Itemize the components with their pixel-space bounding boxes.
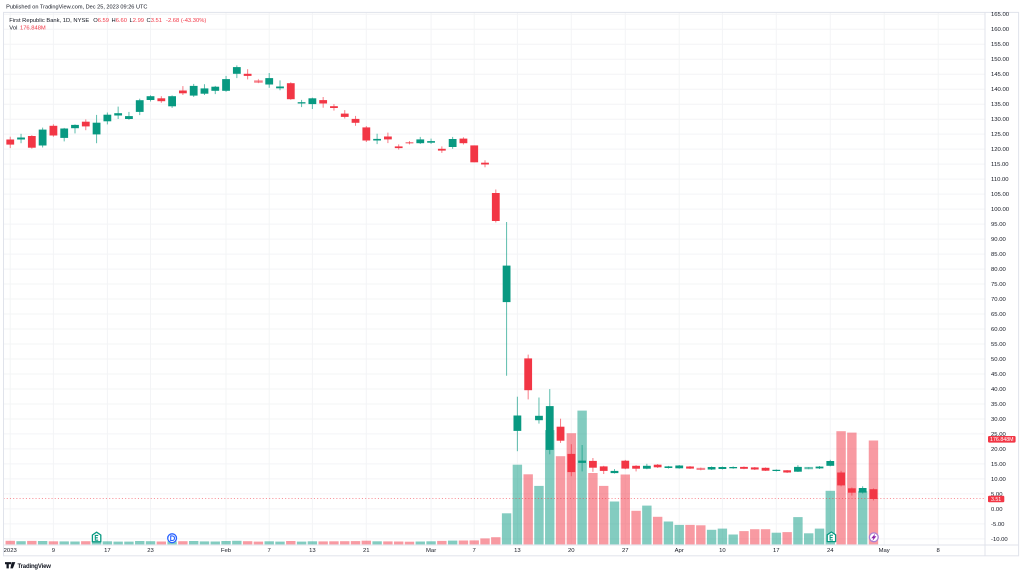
svg-text:Apr: Apr [675, 548, 684, 554]
svg-text:160.00: 160.00 [991, 27, 1010, 33]
svg-text:30.00: 30.00 [991, 417, 1006, 423]
svg-text:10.00: 10.00 [991, 477, 1006, 483]
svg-text:20.00: 20.00 [991, 447, 1006, 453]
svg-text:155.00: 155.00 [991, 42, 1010, 48]
svg-text:13: 13 [514, 548, 521, 554]
svg-text:120.00: 120.00 [991, 147, 1010, 153]
svg-text:25.00: 25.00 [991, 432, 1006, 438]
svg-text:75.00: 75.00 [991, 282, 1006, 288]
svg-text:60.00: 60.00 [991, 327, 1006, 333]
svg-text:15.00: 15.00 [991, 462, 1006, 468]
svg-text:165.00: 165.00 [991, 12, 1010, 18]
svg-text:70.00: 70.00 [991, 297, 1006, 303]
svg-text:50.00: 50.00 [991, 357, 1006, 363]
svg-text:105.00: 105.00 [991, 192, 1010, 198]
svg-text:May: May [879, 548, 890, 554]
svg-text:Mar: Mar [426, 548, 436, 554]
svg-text:85.00: 85.00 [991, 252, 1006, 258]
svg-text:8: 8 [937, 548, 941, 554]
svg-text:7: 7 [473, 548, 476, 554]
svg-text:110.00: 110.00 [991, 177, 1009, 183]
svg-text:3.51: 3.51 [991, 497, 1001, 503]
svg-text:55.00: 55.00 [991, 342, 1006, 348]
svg-text:145.00: 145.00 [991, 72, 1010, 78]
svg-text:21: 21 [363, 548, 370, 554]
svg-text:24: 24 [827, 548, 834, 554]
svg-text:45.00: 45.00 [991, 372, 1006, 378]
svg-text:35.00: 35.00 [991, 402, 1006, 408]
svg-text:125.00: 125.00 [991, 132, 1010, 138]
svg-text:17: 17 [773, 548, 780, 554]
svg-text:-5.00: -5.00 [991, 522, 1005, 528]
svg-text:5.00: 5.00 [991, 492, 1003, 498]
svg-text:9: 9 [52, 548, 55, 554]
svg-text:135.00: 135.00 [991, 102, 1010, 108]
svg-text:20: 20 [568, 548, 575, 554]
svg-text:2023: 2023 [4, 548, 18, 554]
svg-text:80.00: 80.00 [991, 267, 1006, 273]
svg-text:0.00: 0.00 [991, 507, 1003, 513]
svg-text:Feb: Feb [221, 548, 232, 554]
svg-text:13: 13 [309, 548, 316, 554]
svg-text:TradingView: TradingView [18, 564, 52, 570]
svg-text:140.00: 140.00 [991, 87, 1010, 93]
svg-text:100.00: 100.00 [991, 207, 1010, 213]
svg-text:40.00: 40.00 [991, 387, 1006, 393]
svg-text:95.00: 95.00 [991, 222, 1006, 228]
svg-text:27: 27 [622, 548, 629, 554]
svg-text:-10.00: -10.00 [991, 537, 1008, 543]
svg-text:90.00: 90.00 [991, 237, 1006, 243]
svg-text:176.848M: 176.848M [990, 437, 1014, 443]
svg-text:115.00: 115.00 [991, 162, 1009, 168]
svg-text:7: 7 [268, 548, 271, 554]
svg-text:10: 10 [719, 548, 726, 554]
svg-text:Published on TradingView.com,: Published on TradingView.com, Dec 25, 20… [6, 4, 147, 10]
svg-text:130.00: 130.00 [991, 117, 1010, 123]
svg-text:17: 17 [104, 548, 111, 554]
svg-text:Vol 176.848M: Vol 176.848M [9, 25, 46, 31]
svg-text:150.00: 150.00 [991, 57, 1010, 63]
svg-text:65.00: 65.00 [991, 312, 1006, 318]
svg-text:23: 23 [147, 548, 154, 554]
